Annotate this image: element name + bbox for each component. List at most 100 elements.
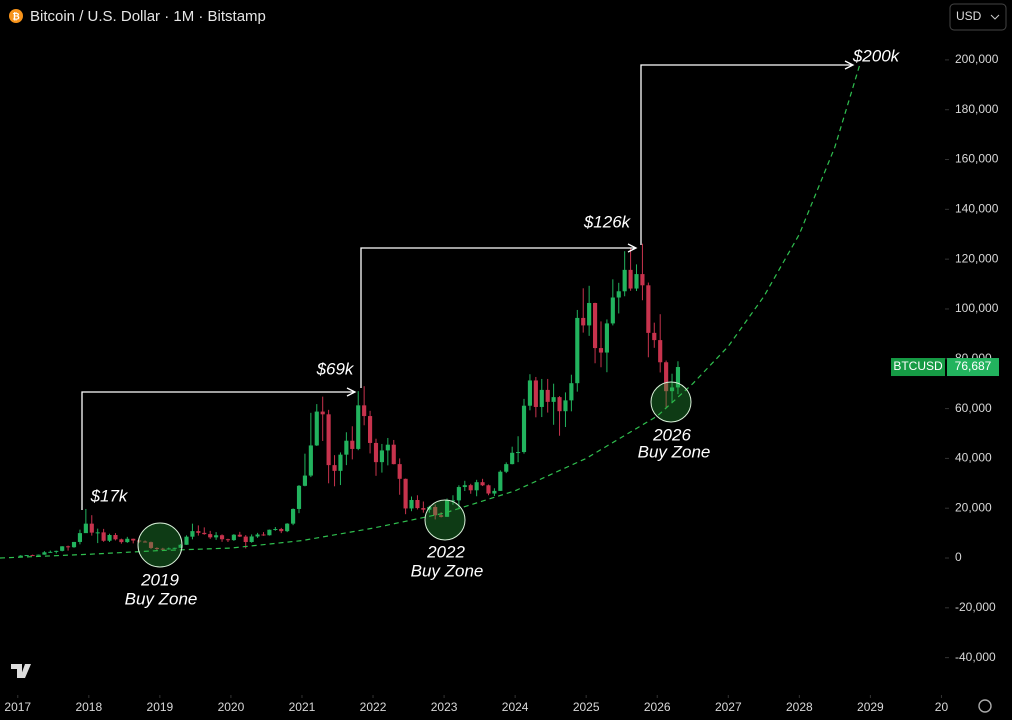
arrow-head [844, 60, 855, 70]
candle-body [36, 554, 41, 556]
arrow [640, 64, 852, 245]
candle-body [60, 546, 65, 551]
x-tick-label: 2026 [644, 700, 671, 714]
candle-body [125, 538, 130, 543]
candle-body [356, 405, 361, 449]
candle-body [622, 269, 627, 292]
y-tick-label: 140,000 [955, 202, 999, 216]
symbol-tag [891, 358, 945, 377]
candle-body [184, 536, 189, 545]
candle-body [521, 405, 527, 453]
dropdown-caret[interactable] [990, 14, 1000, 20]
y-tick-label: -40,000 [955, 650, 996, 664]
candle-body [101, 532, 106, 541]
logo-shape [11, 664, 31, 678]
zone-label: Buy Zone [638, 442, 711, 461]
candle-body [202, 532, 207, 535]
y-tick-label: 60,000 [955, 401, 992, 415]
candle-body [373, 442, 379, 463]
btc-icon-glyph: ₿ [12, 11, 19, 21]
arrows [81, 60, 855, 510]
y-tick-label: 100,000 [955, 301, 999, 315]
candle-body [486, 485, 491, 494]
candle-body [296, 485, 302, 509]
zone-circle [650, 381, 692, 423]
candle-body [314, 411, 319, 446]
candle-body [249, 536, 254, 543]
candle-body [533, 380, 538, 407]
zone-label: Buy Zone [411, 561, 484, 580]
candle-body [107, 535, 112, 541]
zone-year: 2026 [652, 425, 691, 444]
currency-box[interactable] [949, 3, 1007, 31]
candle-body [83, 523, 88, 534]
candle-body [18, 555, 23, 557]
symbol-title: Bitcoin / U.S. Dollar · 1M · Bitstamp [30, 8, 266, 25]
y-tick-label: 20,000 [955, 500, 992, 514]
candle-body [362, 405, 367, 417]
candle-body [273, 529, 278, 531]
candle-body [640, 274, 645, 286]
candle-body [610, 297, 615, 324]
candle-body [587, 302, 592, 326]
y-tick-label: 40,000 [955, 451, 992, 465]
candle-body [403, 478, 408, 509]
candle-body [48, 551, 53, 553]
btc-icon [9, 9, 23, 23]
candle-body [219, 535, 225, 540]
zone-year: 2019 [140, 570, 179, 589]
candle-body [557, 397, 562, 412]
candle-body [669, 387, 675, 392]
candle-body [267, 529, 272, 536]
candle-body [409, 499, 414, 509]
candle-body [592, 302, 598, 349]
settings-icon[interactable] [978, 699, 992, 713]
candle-body [326, 414, 331, 466]
currency-label[interactable]: USD [956, 9, 982, 23]
candle-body [77, 533, 83, 542]
candle-body [634, 274, 639, 289]
candle-body [628, 269, 633, 289]
candle-body [468, 485, 473, 491]
arrow-head [346, 387, 357, 397]
candle-body [231, 534, 236, 541]
y-tick-label: 160,000 [955, 152, 999, 166]
plot-area: -40,000-20,000020,00040,00060,00080,0001… [0, 52, 999, 714]
currency-selector[interactable]: USD [949, 3, 1007, 31]
candle-body [433, 506, 438, 516]
candle-body [178, 544, 183, 548]
arrow [360, 247, 635, 388]
candle-body [539, 389, 544, 407]
candle-body [166, 548, 171, 550]
candle-body [42, 552, 47, 555]
candle-body [71, 541, 77, 548]
x-tick-label: 20 [935, 700, 949, 714]
candle-body [332, 465, 337, 471]
annotation: $69k [316, 359, 355, 378]
candle-body [480, 482, 485, 486]
candle-body [119, 539, 124, 543]
candle-body [320, 411, 325, 415]
candle-body [113, 535, 118, 540]
candle-body [24, 555, 29, 557]
symbol-tag-label: BTCUSD [893, 359, 943, 373]
candle-body [208, 534, 213, 538]
annotation: $17k [90, 486, 129, 505]
x-tick-label: 2025 [573, 700, 600, 714]
candle-body [444, 500, 450, 517]
candle-body [652, 332, 657, 341]
x-tick-label: 2028 [786, 700, 813, 714]
x-tick-label: 2021 [289, 700, 316, 714]
x-tick-label: 2019 [147, 700, 174, 714]
candle-body [456, 487, 461, 501]
candle-body [510, 452, 515, 465]
candle-body [527, 380, 533, 406]
candle-body [243, 536, 248, 543]
candle-body [391, 444, 396, 465]
candle-body [415, 499, 420, 509]
x-tick-label: 2018 [75, 700, 102, 714]
x-tick-label: 2020 [218, 700, 245, 714]
candle-body [675, 367, 681, 388]
